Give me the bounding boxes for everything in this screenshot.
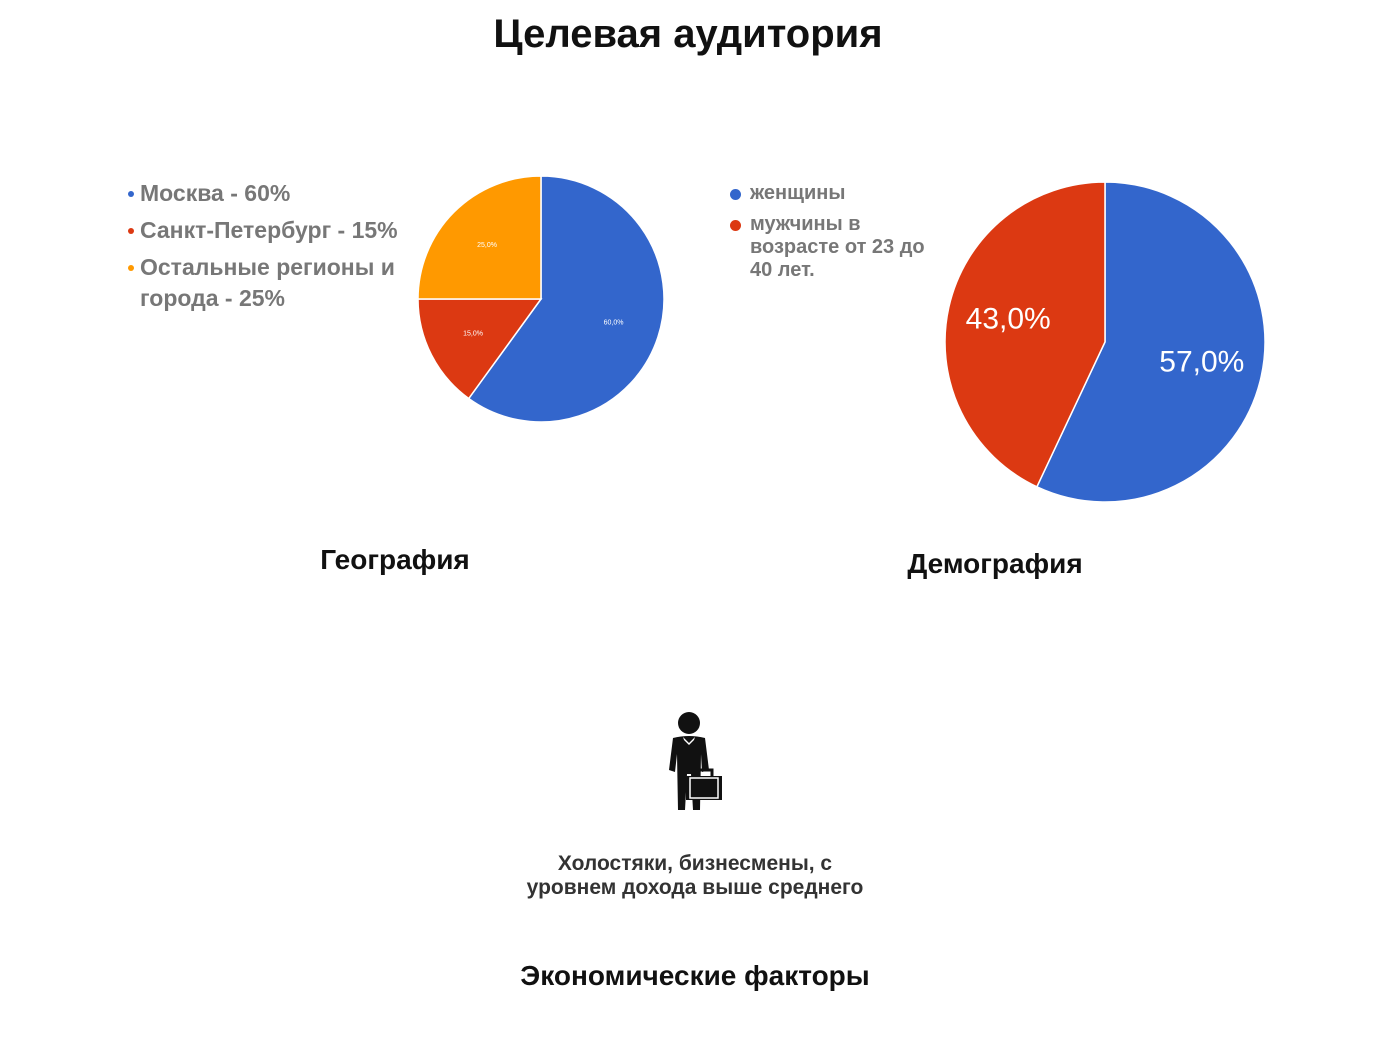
legend-item-moscow: Москва - 60% (128, 178, 398, 209)
page-title: Целевая аудитория (493, 12, 883, 56)
legend-dot-red (128, 228, 134, 234)
economic-title: Экономические факторы (520, 960, 870, 991)
legend-label: женщины (750, 182, 846, 204)
slice-label: 60,0% (604, 319, 624, 326)
demography-legend: женщины мужчины в возрасте от 23 до 40 л… (730, 182, 950, 290)
legend-item-spb: Санкт-Петербург - 15% (128, 215, 398, 246)
businessman-icon (669, 712, 722, 810)
pie-slice (467, 175, 665, 423)
legend-label: Санкт-Петербург - 15% (140, 217, 398, 243)
demography-title: Демография (907, 548, 1083, 579)
geography-title: География (320, 544, 470, 575)
pie-slice (417, 298, 543, 400)
legend-label: Москва - 60% (140, 180, 291, 206)
legend-item-men: мужчины в возрасте от 23 до 40 лет. (730, 213, 950, 282)
geography-pie-chart: 60,0% 15,0% 25,0% (417, 175, 665, 423)
legend-dot-blue (128, 191, 134, 197)
legend-label: Остальные регионы и города - 25% (140, 254, 395, 311)
legend-dot-orange (128, 265, 134, 271)
economic-caption: Холостяки, бизнесмены, с уровнем дохода … (526, 852, 864, 899)
legend-item-other-regions: Остальные регионы и города - 25% (128, 252, 398, 314)
slice-label: 57,0% (1159, 346, 1244, 379)
slice-label: 15,0% (463, 330, 483, 337)
pie-slice (944, 181, 1106, 488)
legend-dot-blue (730, 189, 741, 200)
legend-label: мужчины в возрасте от 23 до 40 лет. (750, 213, 925, 281)
pie-slice (1035, 181, 1266, 503)
legend-dot-red (730, 220, 741, 231)
slice-label: 25,0% (477, 242, 497, 249)
pie-slice (417, 175, 542, 300)
geography-legend: Москва - 60% Санкт-Петербург - 15% Остал… (128, 178, 398, 320)
slice-label: 43,0% (966, 302, 1051, 335)
legend-item-women: женщины (730, 182, 950, 205)
demography-pie-chart: 57,0% 43,0% (944, 181, 1266, 503)
